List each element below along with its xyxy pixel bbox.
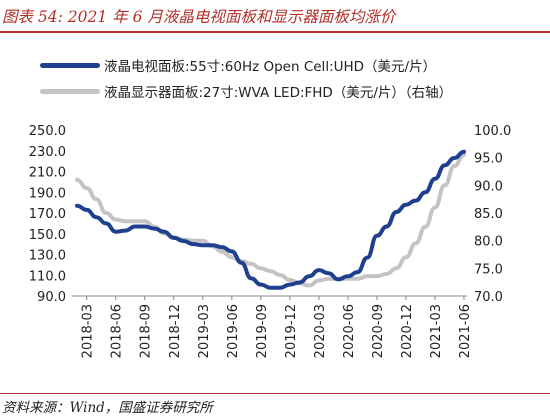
x-axis-tick-label: 2019-03 — [197, 304, 212, 358]
series-lines — [75, 149, 466, 290]
right-axis-tick-label: 70.0 — [474, 290, 503, 305]
right-axis-tick-label: 85.0 — [474, 207, 503, 222]
right-axis-ticks: 70.0 75.0 80.0 85.0 90.0 95.0 100.0 — [474, 124, 511, 305]
left-axis-tick-label: 250.0 — [29, 124, 66, 139]
title-divider — [0, 31, 550, 33]
legend-swatch-monitor-panel — [40, 88, 100, 94]
right-axis-tick-label: 95.0 — [474, 152, 503, 167]
left-axis-tick-label: 210.0 — [29, 166, 66, 181]
legend-item-tv-panel: 液晶电视面板:55寸:60Hz Open Cell:UHD（美元/片） — [40, 52, 452, 78]
source-divider — [0, 393, 550, 394]
left-axis-tick-label: 130.0 — [29, 249, 66, 264]
figure-title: 图表 54: 2021 年 6 月液晶电视面板和显示器面板均涨价 — [2, 8, 396, 26]
left-axis-tick-label: 90.0 — [37, 290, 66, 305]
x-axis-tick-label: 2018-03 — [81, 304, 96, 358]
right-axis-tick-label: 75.0 — [474, 262, 503, 277]
x-axis-tick-marks — [86, 296, 465, 300]
x-axis-tick-label: 2019-09 — [255, 304, 270, 358]
right-axis-tick-label: 90.0 — [474, 179, 503, 194]
left-axis-tick-label: 190.0 — [29, 186, 66, 201]
left-axis-tick-label: 230.0 — [29, 145, 66, 160]
x-axis-tick-label: 2019-06 — [226, 304, 241, 358]
x-axis-tick-label: 2018-09 — [139, 304, 154, 358]
x-axis-tick-label: 2020-09 — [371, 304, 386, 358]
legend-label-monitor-panel: 液晶显示器面板:27寸:WVA LED:FHD（美元/片）（右轴） — [104, 85, 453, 101]
x-axis-tick-label: 2018-06 — [110, 304, 125, 358]
x-axis-tick-label: 2021-03 — [429, 304, 444, 358]
legend-swatch-tv-panel — [40, 62, 100, 68]
right-axis-tick-label: 100.0 — [474, 124, 511, 139]
left-axis-tick-label: 110.0 — [29, 269, 66, 284]
x-axis-tick-label: 2020-12 — [400, 304, 415, 358]
figure-title-bar: 图表 54: 2021 年 6 月液晶电视面板和显示器面板均涨价 — [0, 0, 550, 33]
x-axis-tick-labels: 2018-03 2018-06 2018-09 2018-12 2019-03 2019-… — [81, 304, 473, 358]
x-axis-tick-label: 2021-06 — [458, 304, 473, 358]
series-line-tv-panel — [75, 149, 466, 290]
left-axis-tick-label: 170.0 — [29, 207, 66, 222]
right-axis-tick-label: 80.0 — [474, 235, 503, 250]
x-axis-tick-label: 2020-03 — [313, 304, 328, 358]
figure-source: 资料来源：Wind，国盛证券研究所 — [2, 400, 213, 416]
legend-label-tv-panel: 液晶电视面板:55寸:60Hz Open Cell:UHD（美元/片） — [104, 59, 437, 75]
x-axis-tick-label: 2019-12 — [284, 304, 299, 358]
left-axis-ticks: 90.0 110.0 130.0 150.0 170.0 190.0 210.0 230.0 2… — [29, 124, 66, 305]
legend-item-monitor-panel: 液晶显示器面板:27寸:WVA LED:FHD（美元/片）（右轴） — [40, 78, 452, 104]
series-line-monitor-panel — [75, 152, 466, 288]
x-axis-tick-label: 2018-12 — [168, 304, 183, 358]
left-axis-tick-label: 150.0 — [29, 228, 66, 243]
chart-legend: 液晶电视面板:55寸:60Hz Open Cell:UHD（美元/片） 液晶显示… — [40, 52, 452, 104]
x-axis-tick-label: 2020-06 — [342, 304, 357, 358]
